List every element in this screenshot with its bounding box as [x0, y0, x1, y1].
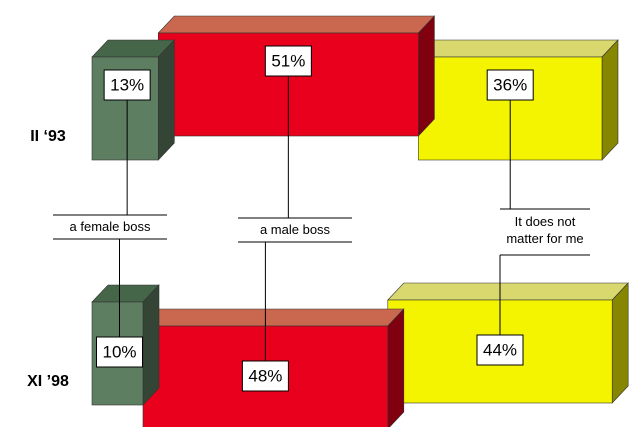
data-label: 44%: [483, 340, 517, 359]
row-label: II ‘93: [30, 128, 66, 145]
bar-top: [157, 15, 436, 34]
legend-item: a female boss: [69, 219, 151, 234]
data-label-box: [486, 69, 534, 101]
legend-item: It does not matter for me: [506, 214, 584, 246]
bar-top: [387, 282, 629, 301]
bar-segment: [387, 282, 629, 404]
bar-side: [611, 282, 629, 404]
bar-side: [601, 39, 619, 161]
bar-side: [387, 308, 405, 427]
bar-side: [418, 15, 435, 137]
data-label-box: [103, 69, 151, 101]
bar-top: [142, 308, 405, 327]
data-label-box: [241, 360, 289, 392]
bar-side: [142, 284, 160, 406]
row-label: XI ’98: [27, 373, 69, 390]
data-label: 51%: [271, 51, 305, 70]
data-label: 13%: [110, 75, 144, 94]
data-label-box: [264, 45, 312, 77]
data-label-box: [96, 336, 143, 368]
bar-side: [158, 39, 175, 161]
legend-label: a male boss: [259, 222, 331, 237]
legend-label: It does not matter for me: [506, 214, 584, 246]
data-label-box: [476, 334, 524, 366]
data-label: 36%: [493, 75, 527, 94]
legend-item: a male boss: [259, 222, 331, 237]
bar-top: [417, 39, 619, 58]
data-label: 10%: [102, 342, 136, 361]
data-label: 48%: [248, 366, 282, 385]
legend-label: a female boss: [69, 219, 151, 234]
